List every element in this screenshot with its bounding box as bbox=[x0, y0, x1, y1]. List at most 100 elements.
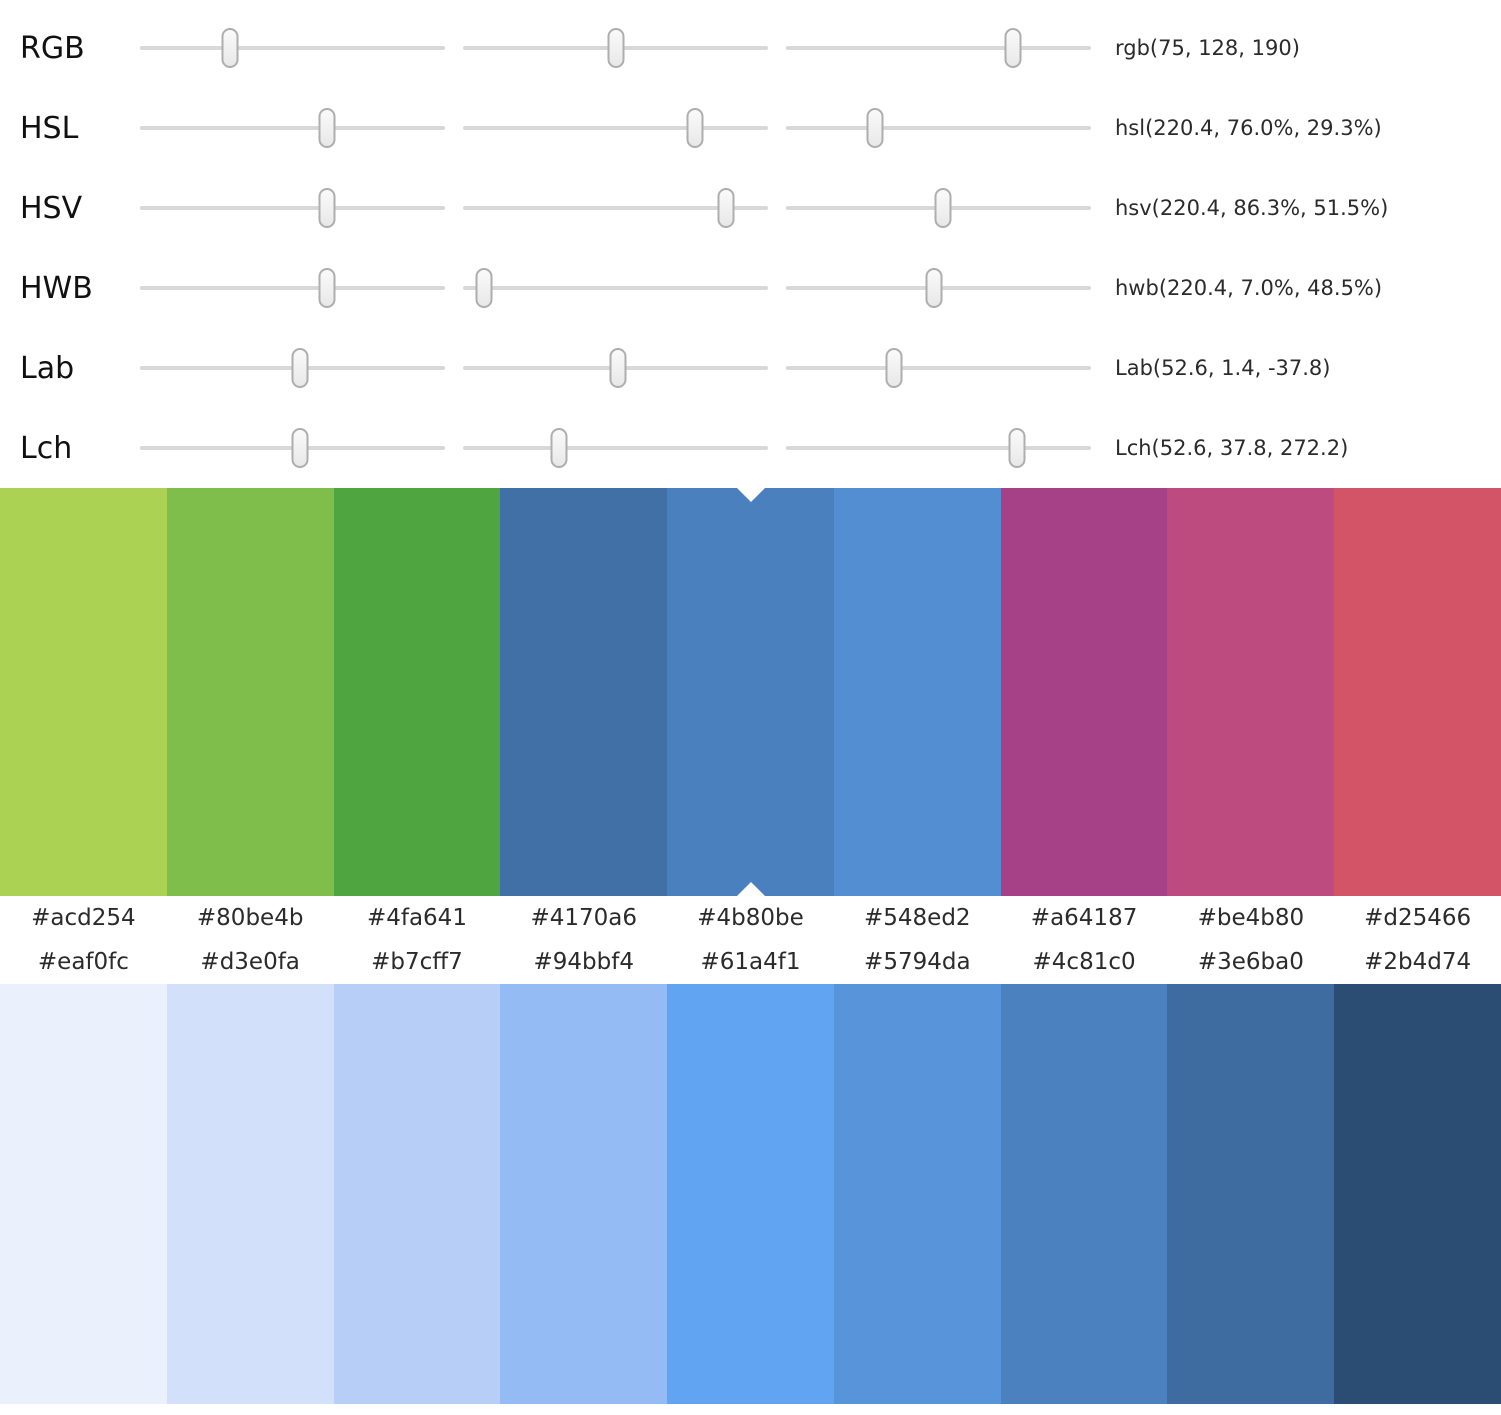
hex-label: #2b4d74 bbox=[1364, 949, 1472, 975]
slider-panel: RGB rgb(75, 128, 190) HSL bbox=[0, 0, 1501, 488]
slider-handle-1[interactable] bbox=[318, 188, 336, 228]
slider-track-2[interactable] bbox=[463, 28, 768, 68]
colorspace-label: HSV bbox=[20, 190, 83, 226]
slider-tracks bbox=[140, 188, 1091, 228]
slider-handle-3[interactable] bbox=[934, 188, 952, 228]
slider-handle-2[interactable] bbox=[475, 268, 493, 308]
hex-label: #b7cff7 bbox=[371, 949, 463, 975]
slider-handle-2[interactable] bbox=[550, 428, 568, 468]
color-value-text: hwb(220.4, 7.0%, 48.5%) bbox=[1115, 276, 1383, 300]
slider-track-3[interactable] bbox=[786, 428, 1091, 468]
color-swatch[interactable] bbox=[667, 488, 834, 896]
selected-marker-bottom-icon bbox=[736, 882, 765, 896]
hex-label: #61a4f1 bbox=[700, 949, 801, 975]
hex-label: #80be4b bbox=[196, 905, 304, 931]
slider-tracks bbox=[140, 28, 1091, 68]
slider-tracks bbox=[140, 348, 1091, 388]
hex-label: #4170a6 bbox=[530, 905, 637, 931]
slider-track-1[interactable] bbox=[140, 108, 445, 148]
hex-label: #a64187 bbox=[1030, 905, 1138, 931]
color-swatch[interactable] bbox=[833, 488, 1001, 896]
color-value-text: Lab(52.6, 1.4, -37.8) bbox=[1115, 356, 1331, 380]
slider-handle-3[interactable] bbox=[885, 348, 903, 388]
slider-tracks bbox=[140, 428, 1091, 468]
slider-handle-1[interactable] bbox=[318, 268, 336, 308]
slider-handle-3[interactable] bbox=[925, 268, 943, 308]
slider-row: RGB rgb(75, 128, 190) bbox=[0, 8, 1501, 88]
color-swatch[interactable] bbox=[500, 984, 668, 1404]
color-swatch[interactable] bbox=[333, 488, 501, 896]
slider-handle-1[interactable] bbox=[291, 428, 309, 468]
slider-handle-3[interactable] bbox=[1004, 28, 1022, 68]
slider-track-1[interactable] bbox=[140, 348, 445, 388]
shade-palette-labels: #eaf0fc #d3e0fa #b7cff7 #94bbf4 #61a4f1 #5794… bbox=[0, 940, 1501, 984]
slider-handle-1[interactable] bbox=[291, 348, 309, 388]
slider-track-1[interactable] bbox=[140, 428, 445, 468]
slider-track-1[interactable] bbox=[140, 28, 445, 68]
color-swatch[interactable] bbox=[1167, 488, 1335, 896]
slider-track-2[interactable] bbox=[463, 428, 768, 468]
slider-row: HWB hwb(220.4, 7.0%, 48.5%) bbox=[0, 248, 1501, 328]
color-swatch[interactable] bbox=[333, 984, 501, 1404]
colorspace-label: RGB bbox=[20, 30, 85, 66]
slider-track-2[interactable] bbox=[463, 108, 768, 148]
color-swatch[interactable] bbox=[166, 488, 334, 896]
hex-label: #4b80be bbox=[697, 905, 804, 931]
color-swatch[interactable] bbox=[166, 984, 334, 1404]
color-swatch[interactable] bbox=[1334, 488, 1501, 896]
color-value-text: hsl(220.4, 76.0%, 29.3%) bbox=[1115, 116, 1382, 140]
color-swatch[interactable] bbox=[1334, 984, 1501, 1404]
slider-track-1[interactable] bbox=[140, 268, 445, 308]
slider-handle-2[interactable] bbox=[686, 108, 704, 148]
slider-track-3[interactable] bbox=[786, 28, 1091, 68]
color-value-text: Lch(52.6, 37.8, 272.2) bbox=[1115, 436, 1349, 460]
slider-track-2[interactable] bbox=[463, 188, 768, 228]
hex-label: #eaf0fc bbox=[37, 949, 129, 975]
hue-palette-labels: #acd254 #80be4b #4fa641 #4170a6 #4b80be #548e… bbox=[0, 896, 1501, 940]
hex-label: #94bbf4 bbox=[533, 949, 634, 975]
slider-track-3[interactable] bbox=[786, 108, 1091, 148]
slider-handle-2[interactable] bbox=[607, 28, 625, 68]
slider-track-3[interactable] bbox=[786, 268, 1091, 308]
shade-palette bbox=[0, 984, 1501, 1404]
slider-handle-2[interactable] bbox=[609, 348, 627, 388]
slider-track-3[interactable] bbox=[786, 348, 1091, 388]
selected-marker-top-icon bbox=[736, 488, 765, 502]
hex-label: #4fa641 bbox=[366, 905, 467, 931]
color-swatch[interactable] bbox=[500, 488, 668, 896]
hue-palette bbox=[0, 488, 1501, 896]
hex-label: #548ed2 bbox=[864, 905, 971, 931]
slider-row: Lab Lab(52.6, 1.4, -37.8) bbox=[0, 328, 1501, 408]
hex-label: #acd254 bbox=[31, 905, 136, 931]
slider-tracks bbox=[140, 108, 1091, 148]
color-swatch[interactable] bbox=[667, 984, 834, 1404]
slider-handle-1[interactable] bbox=[318, 108, 336, 148]
slider-track-1[interactable] bbox=[140, 188, 445, 228]
color-swatch[interactable] bbox=[833, 984, 1001, 1404]
hex-label: #3e6ba0 bbox=[1197, 949, 1304, 975]
slider-track-2[interactable] bbox=[463, 348, 768, 388]
colorspace-label: Lch bbox=[20, 430, 73, 466]
color-swatch[interactable] bbox=[1000, 488, 1168, 896]
color-swatch[interactable] bbox=[1167, 984, 1335, 1404]
color-swatch[interactable] bbox=[1000, 984, 1168, 1404]
color-value-text: rgb(75, 128, 190) bbox=[1115, 36, 1300, 60]
colorspace-label: HSL bbox=[20, 110, 79, 146]
slider-handle-3[interactable] bbox=[866, 108, 884, 148]
colorspace-label: Lab bbox=[20, 350, 75, 386]
colorspace-label: HWB bbox=[20, 270, 93, 306]
slider-row: HSV hsv(220.4, 86.3%, 51.5%) bbox=[0, 168, 1501, 248]
slider-track-2[interactable] bbox=[463, 268, 768, 308]
color-value-text: hsv(220.4, 86.3%, 51.5%) bbox=[1115, 196, 1389, 220]
slider-handle-1[interactable] bbox=[221, 28, 239, 68]
slider-track-3[interactable] bbox=[786, 188, 1091, 228]
hex-label: #4c81c0 bbox=[1032, 949, 1136, 975]
color-swatch[interactable] bbox=[0, 488, 167, 896]
slider-row: Lch Lch(52.6, 37.8, 272.2) bbox=[0, 408, 1501, 488]
slider-handle-2[interactable] bbox=[717, 188, 735, 228]
color-swatch[interactable] bbox=[0, 984, 167, 1404]
slider-handle-3[interactable] bbox=[1008, 428, 1026, 468]
hex-label: #be4b80 bbox=[1197, 905, 1305, 931]
slider-row: HSL hsl(220.4, 76.0%, 29.3%) bbox=[0, 88, 1501, 168]
slider-tracks bbox=[140, 268, 1091, 308]
